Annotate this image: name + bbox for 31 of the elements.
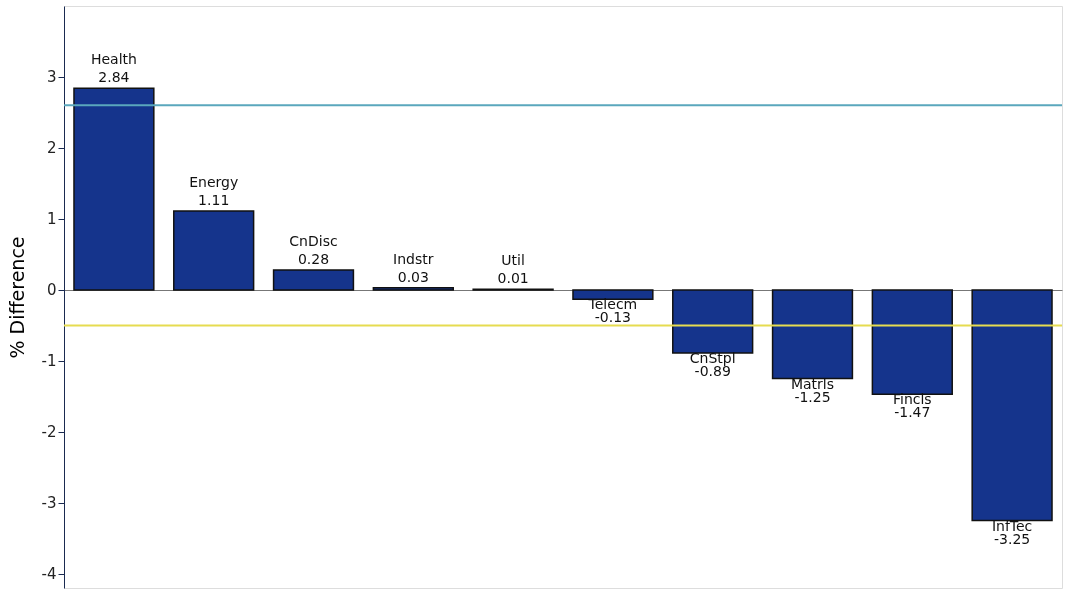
y-tick-label: 3 <box>46 68 57 87</box>
y-tick-label: 0 <box>46 281 57 300</box>
data-label: 0.01 <box>497 270 529 287</box>
data-label: 1.11 <box>198 192 230 209</box>
y-tick-label: -2 <box>41 423 57 442</box>
bar <box>672 289 754 354</box>
bar <box>173 210 255 291</box>
y-tick-label: 1 <box>46 210 57 229</box>
y-tick-label: -1 <box>41 352 57 371</box>
bar <box>372 287 454 291</box>
x-tick-label: Energy <box>189 174 239 191</box>
x-tick-label: Health <box>90 51 137 68</box>
x-tick-label: CnStpl <box>689 350 736 367</box>
data-label: 0.03 <box>397 268 429 285</box>
x-tick-label: Indstr <box>393 250 434 267</box>
bar <box>73 87 155 291</box>
data-label: 0.28 <box>297 251 330 268</box>
bar <box>771 289 854 380</box>
bar <box>971 289 1053 522</box>
y-tick-label: -3 <box>41 494 57 513</box>
y-axis-title: % Difference <box>5 236 28 359</box>
y-tick-label: 2 <box>46 139 57 158</box>
x-tick-label: CnDisc <box>289 233 338 250</box>
bar <box>871 289 953 395</box>
data-label: -0.13 <box>594 309 632 326</box>
data-label: -1.47 <box>894 404 931 421</box>
bar <box>272 269 355 291</box>
y-tick-label: -4 <box>41 565 57 584</box>
bar <box>572 289 654 300</box>
x-tick-label: Util <box>501 252 525 269</box>
data-label: 2.84 <box>98 69 130 86</box>
